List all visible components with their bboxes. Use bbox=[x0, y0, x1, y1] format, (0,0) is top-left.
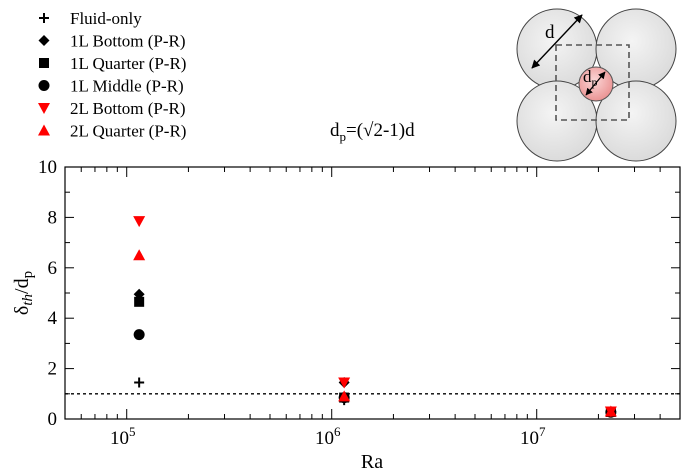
sphere-bottom-right bbox=[595, 80, 677, 162]
legend-marker bbox=[39, 58, 49, 68]
y-tick-label: 10 bbox=[38, 157, 57, 178]
legend-label: 1L Middle (P-R) bbox=[70, 77, 184, 96]
diameter-arrow bbox=[531, 14, 583, 69]
data-point bbox=[604, 405, 617, 417]
data-point bbox=[133, 249, 146, 261]
x-axis-label: Ra bbox=[361, 451, 383, 473]
data-point bbox=[133, 216, 146, 228]
legend-marker bbox=[39, 13, 49, 23]
legend-marker bbox=[38, 35, 50, 46]
legend-label: 2L Bottom (P-R) bbox=[70, 99, 186, 118]
plot-frame bbox=[64, 166, 681, 420]
x-tick-label: 107 bbox=[520, 424, 546, 449]
data-point bbox=[134, 377, 145, 388]
dp-formula-annotation: dp=(√2-1)d bbox=[330, 120, 415, 144]
unit-cell-dashed-box bbox=[555, 44, 630, 121]
y-axis-label: δth/dp bbox=[11, 271, 36, 315]
legend-label: Fluid-only bbox=[70, 9, 142, 28]
formula-d: d bbox=[330, 120, 340, 141]
y-tick-label: 6 bbox=[48, 258, 58, 279]
dp-label: dp bbox=[583, 67, 598, 89]
data-point bbox=[338, 377, 351, 389]
plot-area: 0 2 4 6 8 10 105 106 107 bbox=[38, 157, 681, 449]
legend-label: 1L Quarter (P-R) bbox=[70, 54, 186, 73]
inset-sphere-diagram: d dp bbox=[516, 8, 677, 162]
diameter-label: d bbox=[545, 22, 555, 43]
data-points bbox=[133, 216, 617, 418]
legend-marker bbox=[38, 103, 50, 114]
legend-label: 2L Quarter (P-R) bbox=[70, 122, 186, 141]
formula-rest: =(√2-1)d bbox=[346, 120, 415, 141]
y-tick-label: 2 bbox=[48, 359, 58, 380]
axis-ticks: 0 2 4 6 8 10 105 106 107 bbox=[38, 157, 681, 449]
y-tick-label: 8 bbox=[48, 207, 58, 228]
data-point bbox=[133, 329, 145, 341]
dp-arrow bbox=[585, 71, 606, 96]
x-tick-label: 106 bbox=[315, 424, 341, 449]
formula-subscript-p: p bbox=[340, 129, 347, 144]
data-point bbox=[338, 390, 351, 402]
y-tick-label: 0 bbox=[48, 409, 58, 430]
y-tick-label: 4 bbox=[48, 308, 58, 329]
x-tick-label: 105 bbox=[110, 424, 136, 449]
data-point bbox=[134, 296, 145, 307]
legend-label: 1L Bottom (P-R) bbox=[70, 32, 186, 51]
legend: Fluid-only 1L Bottom (P-R) 1L Quarter (P-R… bbox=[38, 9, 186, 141]
legend-marker bbox=[38, 124, 50, 136]
legend-marker bbox=[38, 80, 50, 91]
